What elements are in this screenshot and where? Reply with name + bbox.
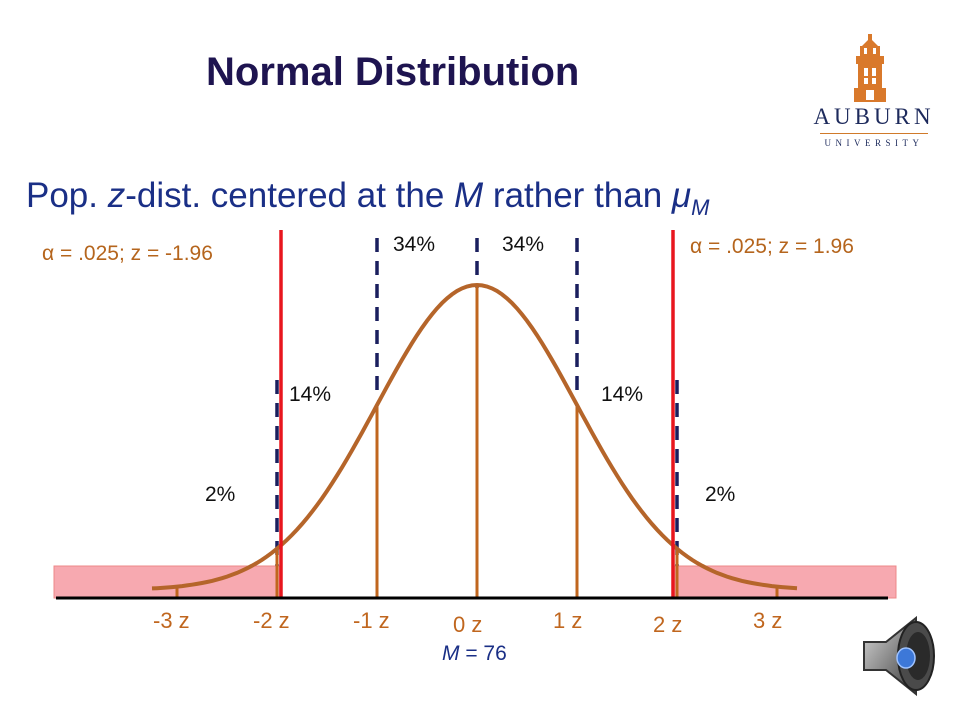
- logo-subtitle: UNIVERSITY: [824, 138, 924, 148]
- subtitle-z: z: [107, 176, 126, 215]
- right-alpha-label: α = .025; z = 1.96: [690, 235, 854, 258]
- pct-label-34-left: 34%: [393, 233, 436, 256]
- mean-value: = 76: [459, 642, 507, 665]
- x-tick-label: 2 z: [653, 612, 683, 637]
- subtitle-part: Pop.: [26, 176, 108, 215]
- normal-curve: [151, 282, 798, 591]
- x-tick-label: 1 z: [553, 608, 583, 633]
- subtitle-part: -dist. centered at the: [125, 176, 455, 215]
- pct-label-34-right: 34%: [502, 233, 545, 256]
- logo-divider: [820, 133, 928, 134]
- mean-label: M = 76: [442, 642, 507, 666]
- right-tail-region: [672, 565, 897, 599]
- pct-label-14-left: 14%: [289, 383, 332, 406]
- subtitle-mu-sub: M: [691, 195, 710, 220]
- left-tail-region: [53, 565, 282, 599]
- subtitle-mu: μ: [671, 176, 692, 215]
- logo-name: AUBURN: [813, 104, 935, 129]
- subtitle-m: M: [454, 176, 484, 215]
- x-tick-label: 0 z: [453, 612, 483, 637]
- x-tick-label: -1 z: [353, 608, 390, 633]
- subtitle-part: rather than: [483, 176, 672, 215]
- auburn-logo: AUBURN UNIVERSITY: [808, 30, 940, 152]
- speaker-icon[interactable]: [860, 612, 944, 700]
- left-alpha-label: α = .025; z = -1.96: [42, 242, 213, 265]
- x-tick-label: 3 z: [753, 608, 783, 633]
- pct-label-2-left: 2%: [205, 483, 236, 506]
- pct-label-2-right: 2%: [705, 483, 736, 506]
- x-tick-label: -3 z: [153, 608, 190, 633]
- mean-m: M: [442, 642, 460, 665]
- page-title: Normal Distribution: [206, 50, 580, 94]
- slide-subtitle: Pop. z-dist. centered at the M rather th…: [26, 176, 709, 221]
- pct-label-14-right: 14%: [601, 383, 644, 406]
- tower-icon: [854, 34, 886, 102]
- x-tick-label: -2 z: [253, 608, 290, 633]
